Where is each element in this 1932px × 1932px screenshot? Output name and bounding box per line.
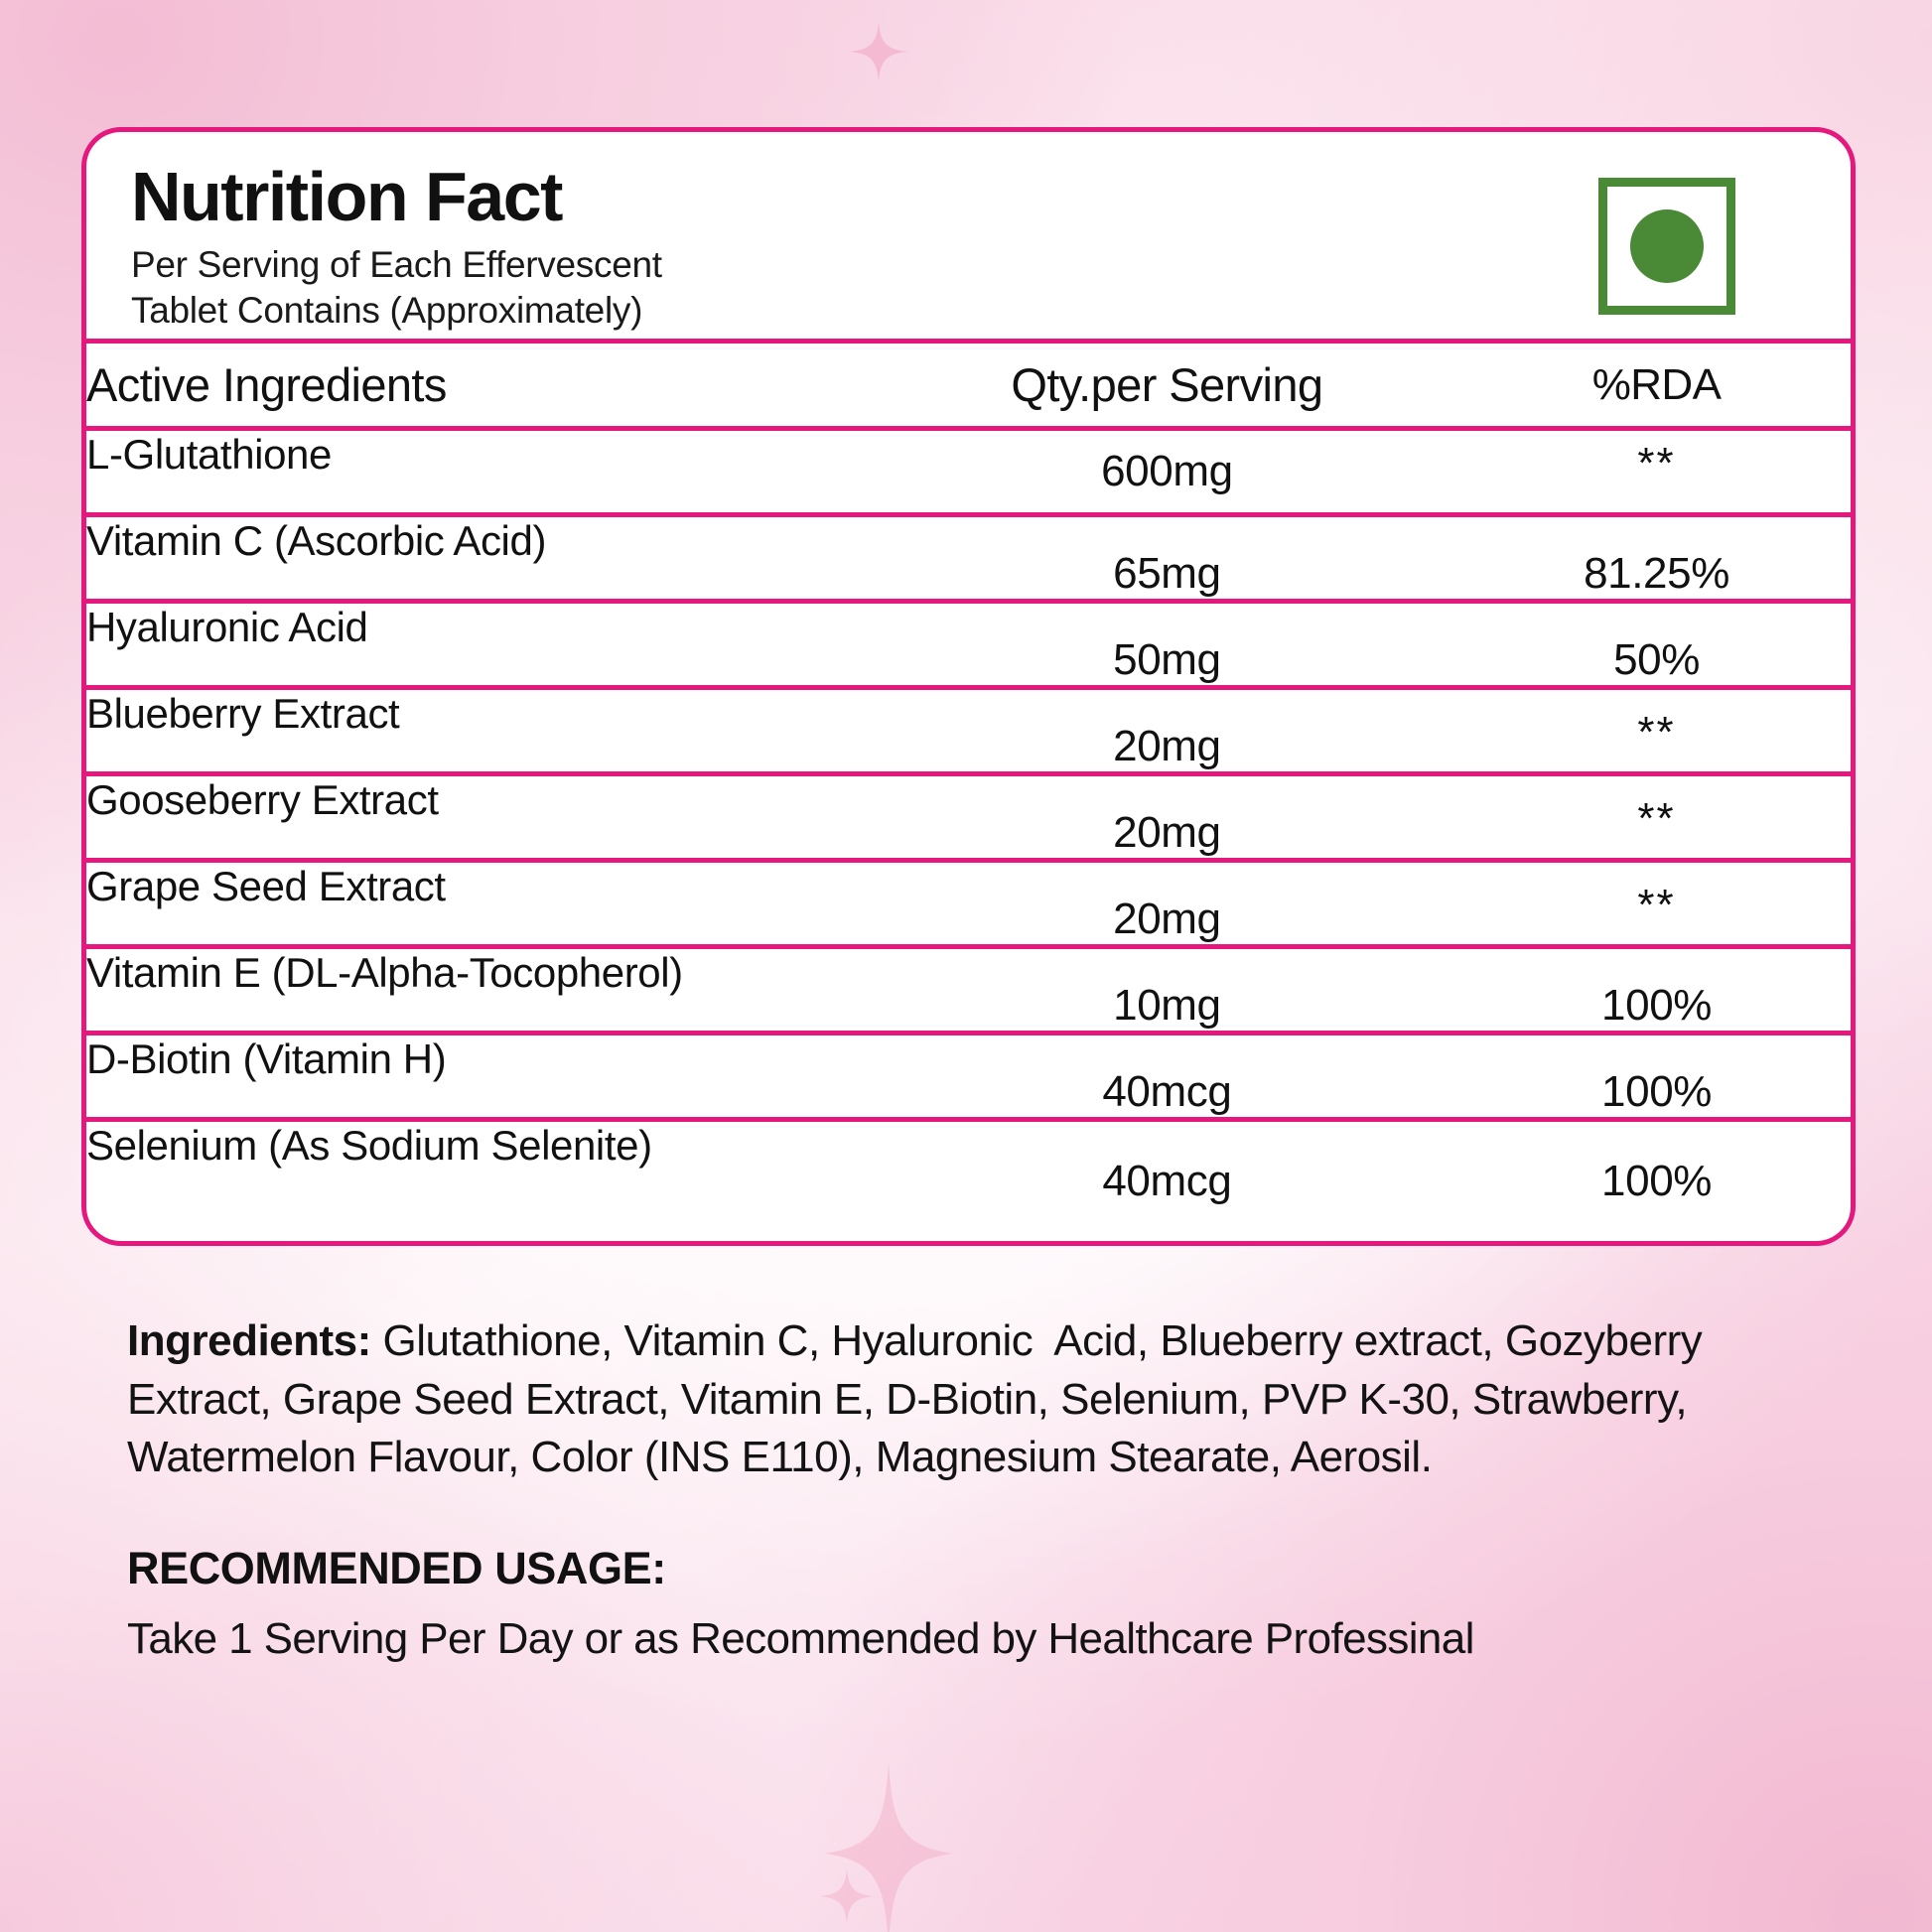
- recommended-usage-title: RECOMMENDED USAGE:: [127, 1542, 666, 1593]
- cell-ingredient-qty: 50mg: [871, 599, 1463, 688]
- table-row: Gooseberry Extract 20mg **: [86, 771, 1851, 861]
- table-row: Selenium (As Sodium Selenite) 40mcg 100%: [86, 1117, 1851, 1206]
- table-row: Grape Seed Extract 20mg **: [86, 858, 1851, 947]
- cell-ingredient-qty: 10mg: [871, 944, 1463, 1034]
- cell-ingredient-name: Hyaluronic Acid: [86, 599, 872, 688]
- vegetarian-dot-icon: [1630, 209, 1704, 283]
- cell-ingredient-name: Grape Seed Extract: [86, 858, 872, 947]
- table-header-row: Active Ingredients Qty.per Serving %RDA: [86, 339, 1851, 429]
- table-row: Hyaluronic Acid 50mg 50%: [86, 599, 1851, 688]
- table-row: Blueberry Extract 20mg **: [86, 685, 1851, 774]
- cell-ingredient-rda: **: [1462, 426, 1851, 515]
- cell-ingredient-qty: 65mg: [871, 512, 1463, 602]
- cell-ingredient-rda: **: [1462, 858, 1851, 947]
- cell-ingredient-qty: 40mcg: [871, 1031, 1463, 1120]
- cell-ingredient-rda: **: [1462, 685, 1851, 774]
- table-row: D-Biotin (Vitamin H) 40mcg 100%: [86, 1031, 1851, 1120]
- cell-ingredient-name: D-Biotin (Vitamin H): [86, 1031, 872, 1120]
- ingredients-label: Ingredients:: [127, 1316, 371, 1365]
- cell-ingredient-rda: 100%: [1462, 1117, 1851, 1206]
- cell-ingredient-qty: 20mg: [871, 685, 1463, 774]
- nutrition-table: Active Ingredients Qty.per Serving %RDA …: [86, 339, 1851, 1206]
- cell-ingredient-name: Vitamin E (DL-Alpha-Tocopherol): [86, 944, 872, 1034]
- table-body: L-Glutathione 600mg ** Vitamin C (Ascorb…: [86, 426, 1851, 1206]
- cell-ingredient-qty: 40mcg: [871, 1117, 1463, 1206]
- subtitle-line-1: Per Serving of Each Effervescent: [131, 244, 662, 286]
- cell-ingredient-qty: 20mg: [871, 771, 1463, 861]
- cell-ingredient-rda: **: [1462, 771, 1851, 861]
- sparkle-icon-bottom-small: [819, 1866, 875, 1926]
- cell-ingredient-name: Gooseberry Extract: [86, 771, 872, 861]
- col-header-qty: Qty.per Serving: [871, 339, 1463, 429]
- sparkle-icon-bottom-large: [824, 1762, 953, 1932]
- vegetarian-mark-icon: [1598, 178, 1735, 315]
- cell-ingredient-name: Blueberry Extract: [86, 685, 872, 774]
- cell-ingredient-qty: 20mg: [871, 858, 1463, 947]
- cell-ingredient-rda: 100%: [1462, 944, 1851, 1034]
- table-row: L-Glutathione 600mg **: [86, 426, 1851, 515]
- cell-ingredient-name: L-Glutathione: [86, 426, 872, 515]
- col-header-rda: %RDA: [1462, 339, 1851, 429]
- card-header: Nutrition Fact Per Serving of Each Effer…: [86, 132, 1851, 339]
- recommended-usage-block: RECOMMENDED USAGE: Take 1 Serving Per Da…: [127, 1543, 1815, 1667]
- cell-ingredient-qty: 600mg: [871, 426, 1463, 515]
- table-row: Vitamin E (DL-Alpha-Tocopherol) 10mg 100…: [86, 944, 1851, 1034]
- serving-subtitle: Per Serving of Each Effervescent Tablet …: [131, 242, 1851, 333]
- nutrition-fact-card: Nutrition Fact Per Serving of Each Effer…: [81, 127, 1856, 1246]
- recommended-usage-text: Take 1 Serving Per Day or as Recommended…: [127, 1613, 1474, 1663]
- col-header-ingredient: Active Ingredients: [86, 339, 872, 429]
- cell-ingredient-rda: 81.25%: [1462, 512, 1851, 602]
- ingredients-text: Glutathione, Vitamin C, Hyaluronic Acid,…: [127, 1316, 1715, 1482]
- sparkle-icon-top: [849, 22, 908, 81]
- label-footer: Ingredients: Glutathione, Vitamin C, Hya…: [127, 1312, 1815, 1667]
- cell-ingredient-name: Vitamin C (Ascorbic Acid): [86, 512, 872, 602]
- cell-ingredient-rda: 50%: [1462, 599, 1851, 688]
- cell-ingredient-rda: 100%: [1462, 1031, 1851, 1120]
- table-row: Vitamin C (Ascorbic Acid) 65mg 81.25%: [86, 512, 1851, 602]
- ingredients-paragraph: Ingredients: Glutathione, Vitamin C, Hya…: [127, 1312, 1815, 1487]
- subtitle-line-2: Tablet Contains (Approximately): [131, 289, 643, 331]
- page-title: Nutrition Fact: [131, 158, 563, 235]
- cell-ingredient-name: Selenium (As Sodium Selenite): [86, 1117, 872, 1206]
